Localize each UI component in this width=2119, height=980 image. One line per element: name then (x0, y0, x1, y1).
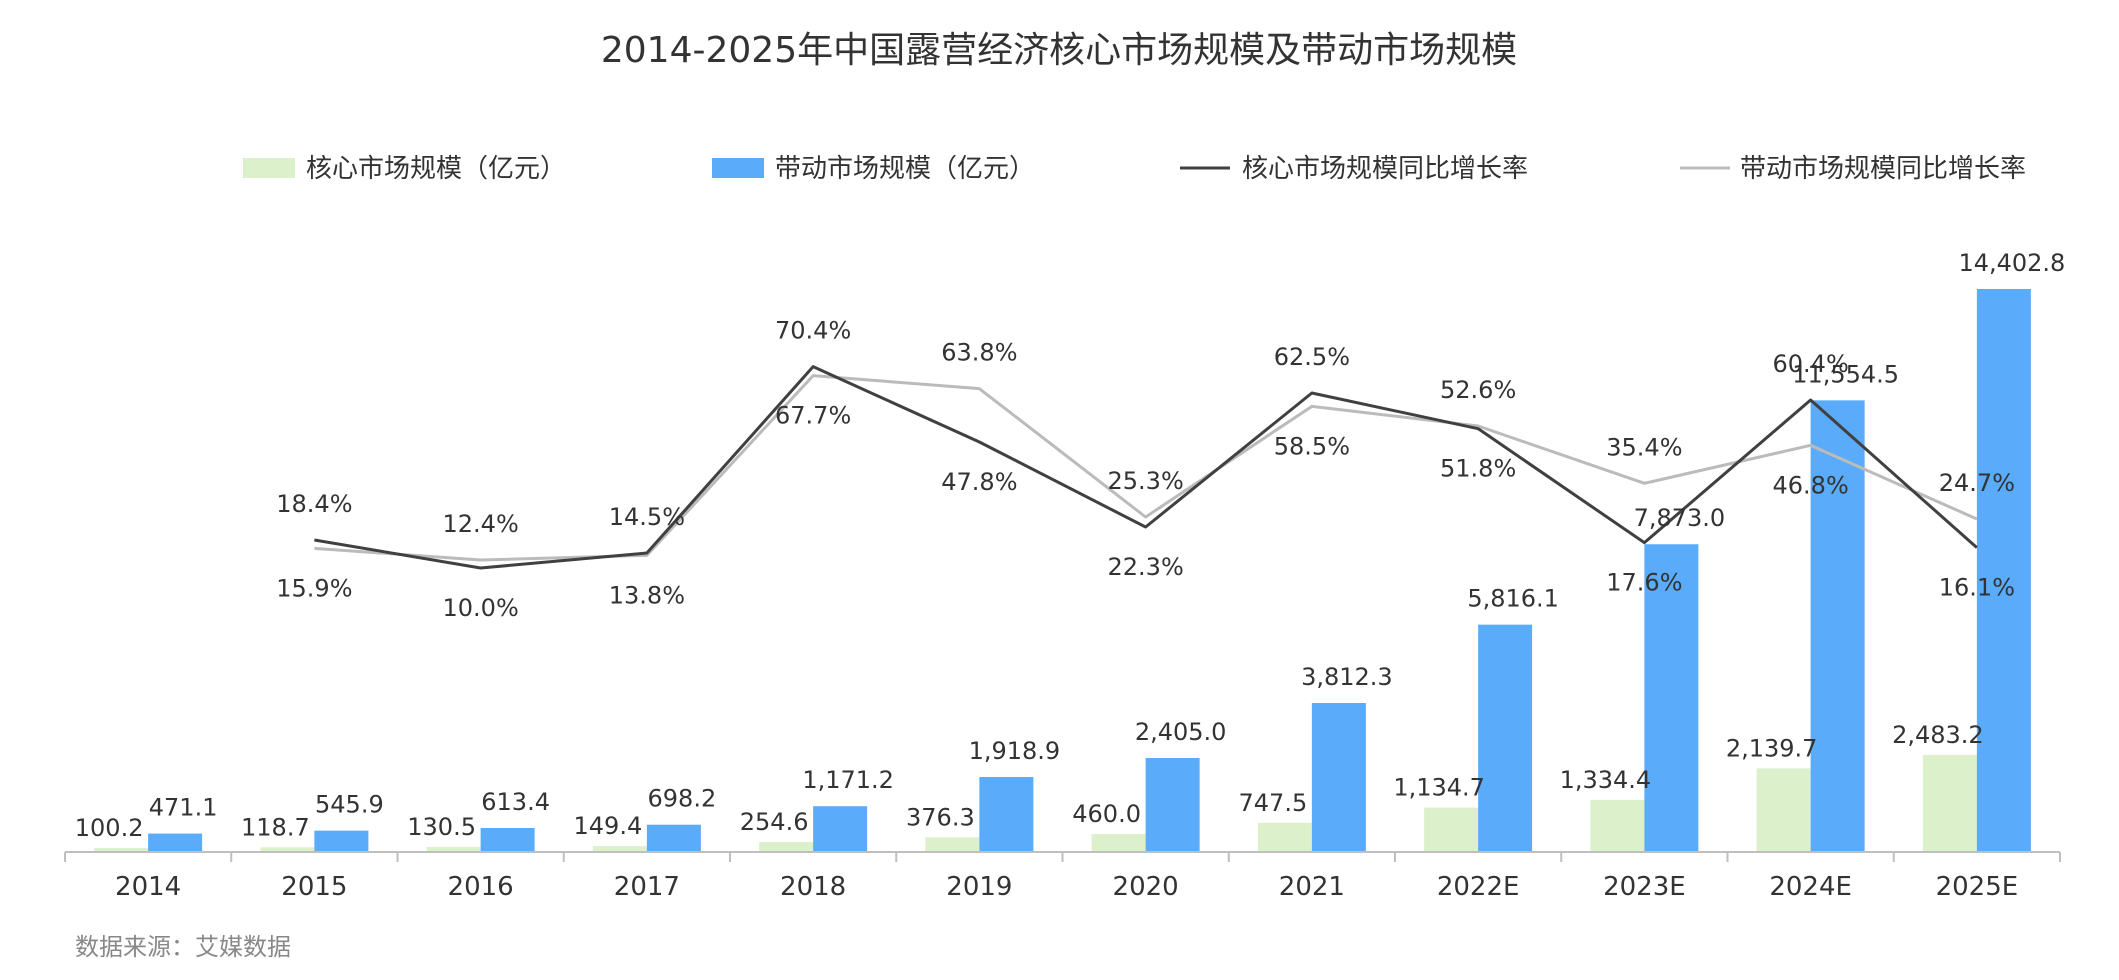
legend-label-core-size: 核心市场规模（亿元） (306, 154, 566, 184)
x-tick-label-2021: 2021 (1279, 872, 1345, 902)
legend-label-driven-growth: 带动市场规模同比增长率 (1740, 154, 2026, 184)
label-driven-growth-2019: 63.8% (941, 339, 1017, 367)
bar-driven-2024E (1810, 400, 1865, 852)
label-core-growth-2016: 10.0% (443, 594, 519, 622)
label-driven-2021: 3,812.3 (1301, 663, 1393, 691)
label-core-growth-2020: 22.3% (1108, 553, 1184, 581)
label-core-growth-2019: 47.8% (941, 468, 1017, 496)
lines-layer (314, 365, 1978, 570)
label-driven-2020: 2,405.0 (1135, 718, 1227, 746)
label-core-growth-2022E: 51.8% (1440, 455, 1516, 483)
label-core-2022E: 1,134.7 (1393, 774, 1485, 802)
label-driven-2025E: 14,402.8 (1958, 249, 2065, 277)
label-driven-growth-2017: 13.8% (609, 581, 685, 609)
bar-driven-2023E (1644, 544, 1699, 852)
label-core-growth-2021: 62.5% (1274, 343, 1350, 371)
bar-driven-2016 (480, 828, 535, 852)
bar-core-2021 (1257, 822, 1312, 852)
label-driven-growth-2018: 67.7% (775, 402, 851, 430)
label-core-2016: 130.5 (407, 813, 476, 841)
label-core-2015: 118.7 (241, 813, 310, 841)
x-tick-label-2025E: 2025E (1936, 872, 2019, 902)
bar-core-2018 (759, 842, 814, 852)
label-driven-2019: 1,918.9 (969, 737, 1061, 765)
bar-core-2023E (1590, 799, 1645, 852)
label-core-2018: 254.6 (740, 808, 809, 836)
label-core-growth-2017: 14.5% (609, 503, 685, 531)
bar-core-2014 (94, 848, 149, 852)
bar-driven-2020 (1145, 757, 1200, 852)
label-core-2024E: 2,139.7 (1726, 734, 1818, 762)
legend: 核心市场规模（亿元） 带动市场规模（亿元） 核心市场规模同比增长率 带动市场规模… (243, 154, 2026, 184)
label-core-2019: 376.3 (906, 803, 975, 831)
label-core-2023E: 1,334.4 (1560, 766, 1652, 794)
label-core-growth-2024E: 60.4% (1773, 350, 1849, 378)
bar-driven-2018 (813, 806, 868, 852)
label-driven-2016: 613.4 (481, 788, 550, 816)
label-core-2020: 460.0 (1072, 800, 1141, 828)
line-core-growth (314, 365, 1978, 570)
label-core-growth-2018: 70.4% (775, 317, 851, 345)
label-driven-growth-2023E: 35.4% (1606, 433, 1682, 461)
legend-swatch-driven-size (712, 158, 764, 178)
label-core-2021: 747.5 (1239, 789, 1308, 817)
bar-core-2022E (1424, 807, 1479, 852)
bar-core-2020 (1091, 834, 1146, 852)
label-driven-2014: 471.1 (149, 794, 218, 822)
x-tick-label-2020: 2020 (1113, 872, 1179, 902)
label-driven-2024E: 11,554.5 (1792, 360, 1899, 388)
x-tick-label-2015: 2015 (281, 872, 347, 902)
label-core-2025E: 2,483.2 (1892, 721, 1984, 749)
bar-driven-2015 (314, 830, 369, 852)
x-tick-label-2014: 2014 (115, 872, 181, 902)
label-driven-2018: 1,171.2 (802, 766, 894, 794)
x-tick-label-2019: 2019 (946, 872, 1012, 902)
legend-label-driven-size: 带动市场规模（亿元） (775, 154, 1035, 184)
label-driven-growth-2016: 12.4% (443, 510, 519, 538)
label-driven-growth-2015: 15.9% (276, 574, 352, 602)
label-core-growth-2015: 18.4% (276, 490, 352, 518)
bar-driven-2014 (148, 833, 203, 852)
legend-label-core-growth: 核心市场规模同比增长率 (1242, 154, 1528, 184)
bar-driven-2022E (1478, 624, 1533, 852)
bar-driven-2021 (1311, 702, 1366, 852)
x-tick-label-2017: 2017 (614, 872, 680, 902)
label-core-2014: 100.2 (75, 814, 144, 842)
x-tick-label-2016: 2016 (448, 872, 514, 902)
label-driven-growth-2025E: 24.7% (1939, 469, 2015, 497)
bar-driven-2017 (646, 824, 701, 852)
x-tick-label-2024E: 2024E (1769, 872, 1852, 902)
bar-core-2019 (925, 837, 980, 852)
x-axis: 2014 2015 2016 2017 2018 2019 2020 2021 2022E 202… (64, 851, 2061, 902)
label-driven-2022E: 5,816.1 (1467, 585, 1559, 613)
source-note: 数据来源：艾媒数据 (75, 933, 291, 961)
bar-core-2024E (1756, 768, 1811, 852)
label-driven-growth-2022E: 52.6% (1440, 376, 1516, 404)
label-driven-2023E: 7,873.0 (1634, 504, 1726, 532)
label-core-growth-2025E: 16.1% (1939, 574, 2015, 602)
label-core-2017: 149.4 (574, 812, 643, 840)
label-driven-2015: 545.9 (315, 791, 384, 819)
label-driven-2017: 698.2 (648, 785, 717, 813)
bar-core-2017 (592, 846, 647, 852)
bar-driven-2019 (979, 776, 1034, 852)
bar-core-2016 (426, 846, 481, 852)
bar-core-2025E (1922, 754, 1977, 852)
x-tick-label-2023E: 2023E (1603, 872, 1686, 902)
label-driven-growth-2024E: 46.8% (1773, 471, 1849, 499)
chart-title: 2014-2025年中国露营经济核心市场规模及带动市场规模 (601, 30, 1517, 71)
legend-swatch-core-size (243, 158, 295, 178)
bar-driven-2025E (1976, 289, 2031, 852)
bar-core-2015 (260, 847, 315, 852)
x-tick-label-2018: 2018 (780, 872, 846, 902)
bars-layer (94, 289, 2031, 852)
label-core-growth-2023E: 17.6% (1606, 569, 1682, 597)
label-driven-growth-2021: 58.5% (1274, 432, 1350, 460)
label-driven-growth-2020: 25.3% (1108, 467, 1184, 495)
x-tick-label-2022E: 2022E (1437, 872, 1520, 902)
